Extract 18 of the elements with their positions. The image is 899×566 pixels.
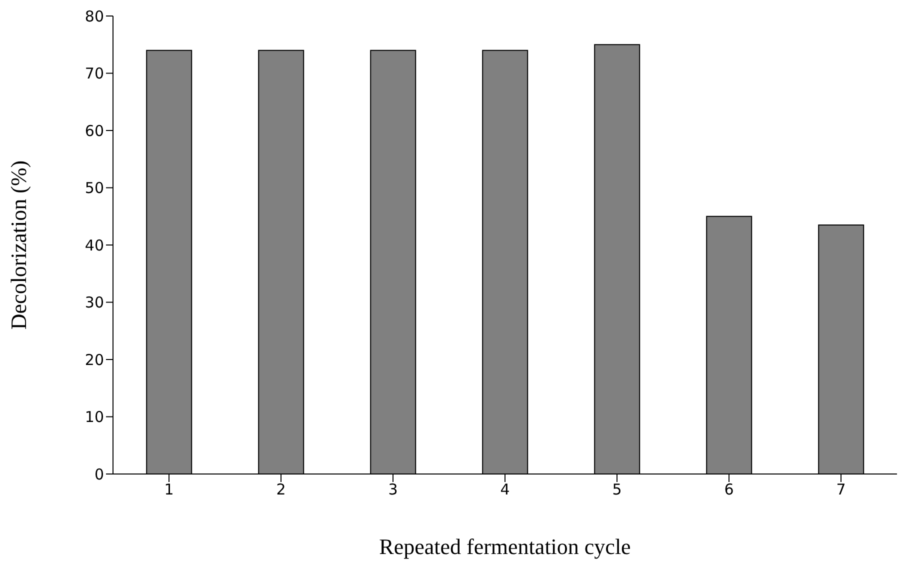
x-tick-label: 6 xyxy=(724,480,734,499)
x-tick-label: 2 xyxy=(276,480,286,499)
y-axis-title: Decolorization (%) xyxy=(6,160,31,330)
y-tick-label: 50 xyxy=(84,179,104,198)
y-tick-label: 40 xyxy=(84,236,104,254)
x-tick-label: 5 xyxy=(612,480,622,499)
y-tick-label: 20 xyxy=(84,350,104,369)
y-tick-label: 30 xyxy=(84,294,104,312)
x-tick-label: 7 xyxy=(836,480,846,499)
y-tick-label: 60 xyxy=(84,122,104,140)
y-tick-label: 70 xyxy=(84,64,104,83)
x-axis-title: Repeated fermentation cycle xyxy=(379,534,631,559)
y-tick-label: 0 xyxy=(94,465,104,484)
x-tick-label: 4 xyxy=(500,480,510,499)
x-tick-label: 3 xyxy=(388,480,398,499)
y-tick-label: 10 xyxy=(84,408,104,426)
x-tick-label: 1 xyxy=(164,480,174,499)
y-tick-label: 80 xyxy=(84,7,104,26)
